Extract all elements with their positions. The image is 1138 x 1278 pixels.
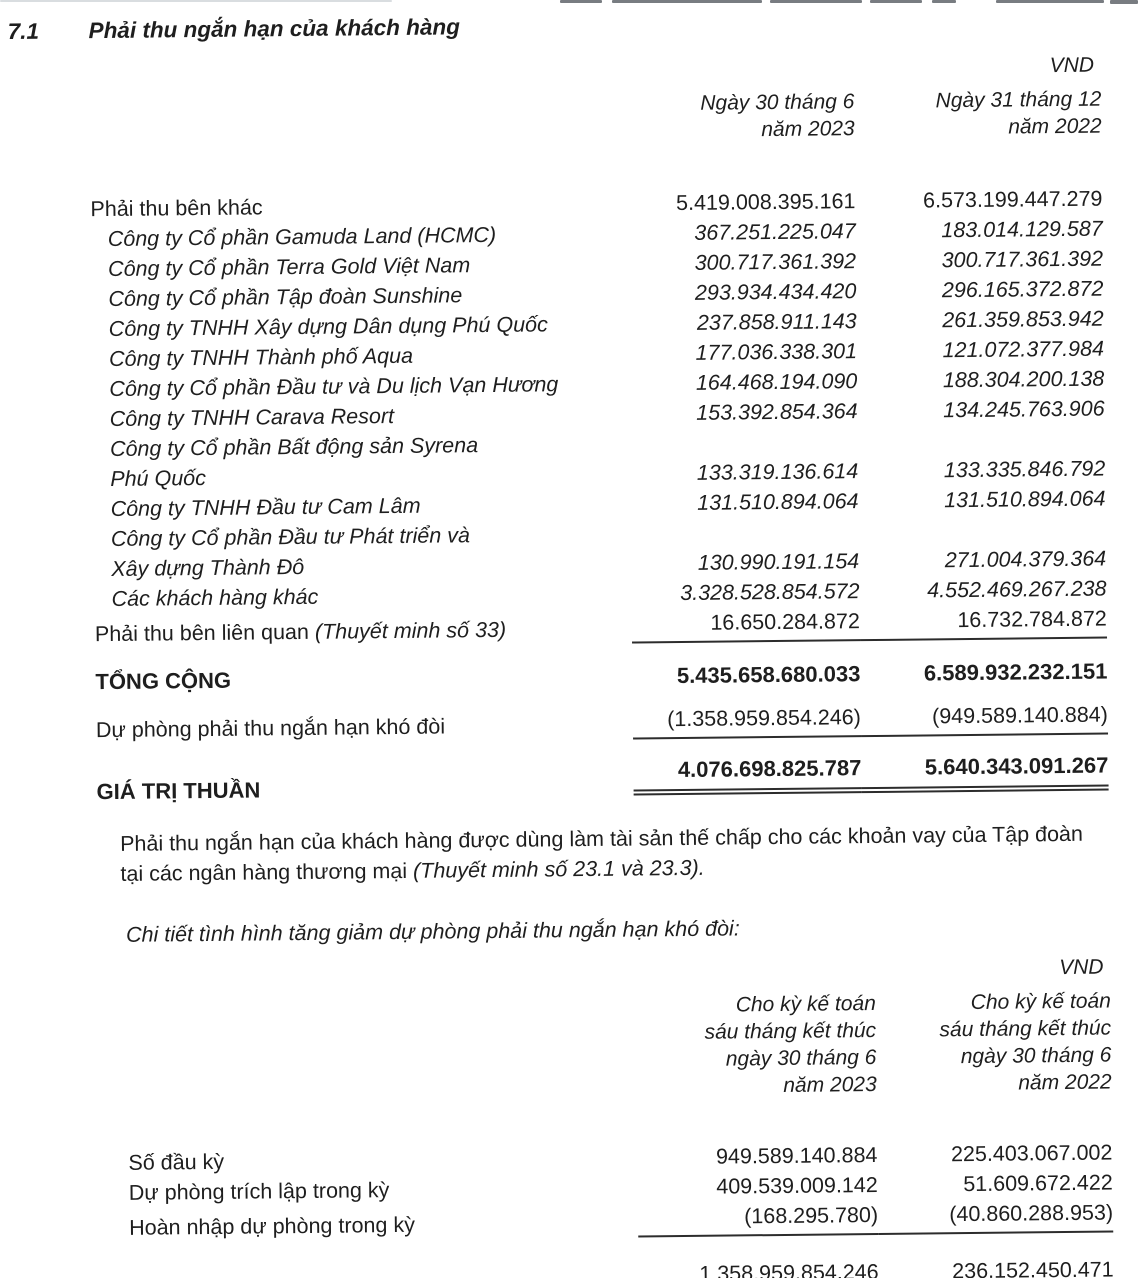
scan-artifact — [770, 0, 862, 3]
total-value-2023: 5.435.658.680.033 — [676, 661, 861, 689]
row-value-2022: 134.245.763.906 — [943, 396, 1105, 423]
column-header-2022: Ngày 31 tháng 12 năm 2022 — [935, 87, 1102, 139]
row-label: Công ty Cổ phần Đầu tư Phát triển và Xây… — [110, 523, 471, 581]
provision-detail-intro: Chi tiết tình hình tăng giảm dự phòng ph… — [125, 916, 740, 947]
column-header-period-2022: Cho kỳ kế toán sáu tháng kết thúc ngày 3… — [939, 989, 1112, 1095]
row-label: Các khách hàng khác — [111, 584, 319, 611]
row-value-2022: 261.359.853.942 — [942, 306, 1104, 333]
row-value-2023: 177.036.338.301 — [695, 339, 858, 365]
column-header-period-2023: Cho kỳ kế toán sáu tháng kết thúc ngày 3… — [704, 991, 877, 1097]
row-value-2022: 133.335.846.792 — [943, 456, 1106, 483]
row-value-2022: 121.072.377.984 — [942, 336, 1105, 363]
provision-movement-table: VND Cho kỳ kế toán sáu tháng kết thúc ng… — [98, 955, 1114, 1278]
row-value-2022: 51.609.672.422 — [963, 1170, 1113, 1197]
table-row: Công ty Cổ phần Đầu tư Phát triển và Xây… — [94, 514, 1107, 585]
row-value-2023: 131.510.894.064 — [697, 489, 859, 515]
net-value-2023: 4.076.698.825.787 — [633, 751, 862, 796]
row-value-2022: 300.717.361.392 — [941, 246, 1104, 273]
row-value-2022: 271.004.379.364 — [944, 546, 1107, 573]
receivables-table: VND Ngày 30 tháng 6 năm 2023 Ngày 31 thá… — [89, 53, 1109, 804]
row-value-2023: 949.589.140.884 — [715, 1142, 878, 1169]
related-party-label: Phải thu bên liên quan — [94, 619, 316, 647]
row-label: Công ty Cổ phần Bất động sản Syrena Phú … — [109, 433, 479, 491]
total-label: TỔNG CỘNG — [95, 667, 232, 695]
pledge-note-paragraph: Phải thu ngắn hạn của khách hàng được dù… — [120, 819, 1109, 889]
table1-column-headers: Ngày 30 tháng 6 năm 2023 Ngày 31 tháng 1… — [89, 86, 1102, 151]
pledge-note-reference: (Thuyết minh số 23.1 và 23.3). — [412, 855, 705, 883]
row-value-2023: 133.319.136.614 — [696, 459, 859, 485]
row-value-2023: 164.468.194.090 — [695, 369, 858, 395]
row-label: Dự phòng trích lập trong kỳ — [128, 1178, 390, 1205]
row-value-2022: 188.304.200.138 — [942, 366, 1105, 393]
closing-balance-row: Số cuối kỳ 1.358.959.854.246 236.152.450… — [102, 1254, 1114, 1278]
net-value-2022: 5.640.343.091.267 — [861, 748, 1109, 794]
page-title: Phải thu ngắn hạn của khách hàng — [88, 14, 461, 44]
row-value-2023: 300.717.361.392 — [694, 249, 857, 275]
row-value-2023: 237.858.911.143 — [696, 309, 857, 335]
scan-artifact — [560, 0, 602, 3]
column-header-2023: Ngày 30 tháng 6 năm 2023 — [700, 90, 855, 142]
scan-artifact — [932, 0, 956, 3]
provision-value-2022: (949.589.140.884) — [860, 699, 1109, 738]
row-value-2023: (168.295.780) — [637, 1199, 879, 1238]
scan-artifact — [996, 0, 1104, 3]
row-value-2022: 16.732.784.872 — [859, 603, 1108, 642]
currency-label: VND — [1059, 955, 1104, 980]
provision-label: Dự phòng phải thu ngắn hạn khó đòi — [95, 714, 446, 743]
total-value-2022: 6.589.932.232.151 — [923, 658, 1108, 686]
row-value-2022: 183.014.129.587 — [941, 216, 1103, 243]
row-value-2023: 153.392.854.364 — [696, 399, 858, 425]
scan-artifact — [1110, 0, 1138, 4]
section-heading: 7.1 Phải thu ngắn hạn của khách hàng — [0, 0, 1132, 45]
net-value-label: GIÁ TRỊ THUẦN — [96, 777, 261, 805]
provision-value-2023: (1.358.959.854.246) — [632, 702, 862, 740]
row-value-2022: 4.552.469.267.238 — [927, 576, 1107, 603]
row-value-2023: 409.539.009.142 — [716, 1172, 878, 1199]
row-label: Hoàn nhập dự phòng trong kỳ — [129, 1212, 416, 1240]
closing-value-2022: 236.152.450.471 — [878, 1254, 1114, 1278]
scan-artifact — [0, 0, 392, 2]
row-value-2023: 3.328.528.854.572 — [680, 579, 860, 606]
row-value-2022: 131.510.894.064 — [944, 486, 1106, 513]
total-row: TỔNG CỘNG 5.435.658.680.033 6.589.932.23… — [95, 655, 1107, 700]
closing-value-2023: 1.358.959.854.246 — [638, 1256, 879, 1278]
row-value-2023: 130.990.191.154 — [697, 549, 860, 575]
row-value-2022: 6.573.199.447.279 — [922, 186, 1103, 213]
row-value-2023: 16.650.284.872 — [631, 606, 861, 644]
row-value-2023: 293.934.434.420 — [694, 279, 857, 305]
scan-artifact — [870, 0, 922, 3]
note-reference: (Thuyết minh số 33) — [314, 617, 507, 644]
section-number: 7.1 — [7, 18, 40, 45]
row-value-2022: 225.403.067.002 — [950, 1140, 1113, 1167]
row-value-2022: (40.860.288.953) — [877, 1197, 1114, 1235]
table-row: Công ty Cổ phần Bất động sản Syrena Phú … — [93, 424, 1106, 495]
row-value-2022: 296.165.372.872 — [941, 276, 1104, 303]
row-label: Phải thu bên liên quan (Thuyết minh số 3… — [95, 614, 632, 650]
net-value-row: GIÁ TRỊ THUẦN 4.076.698.825.787 5.640.34… — [96, 748, 1109, 804]
provision-row: Dự phòng phải thu ngắn hạn khó đòi (1.35… — [95, 699, 1109, 746]
scan-artifact — [612, 0, 762, 3]
row-value-2023: 367.251.225.047 — [694, 219, 856, 245]
currency-label: VND — [1049, 53, 1095, 78]
table2-column-headers: Cho kỳ kế toán sáu tháng kết thúc ngày 3… — [99, 988, 1112, 1107]
row-value-2023: 5.419.008.395.161 — [675, 189, 856, 216]
